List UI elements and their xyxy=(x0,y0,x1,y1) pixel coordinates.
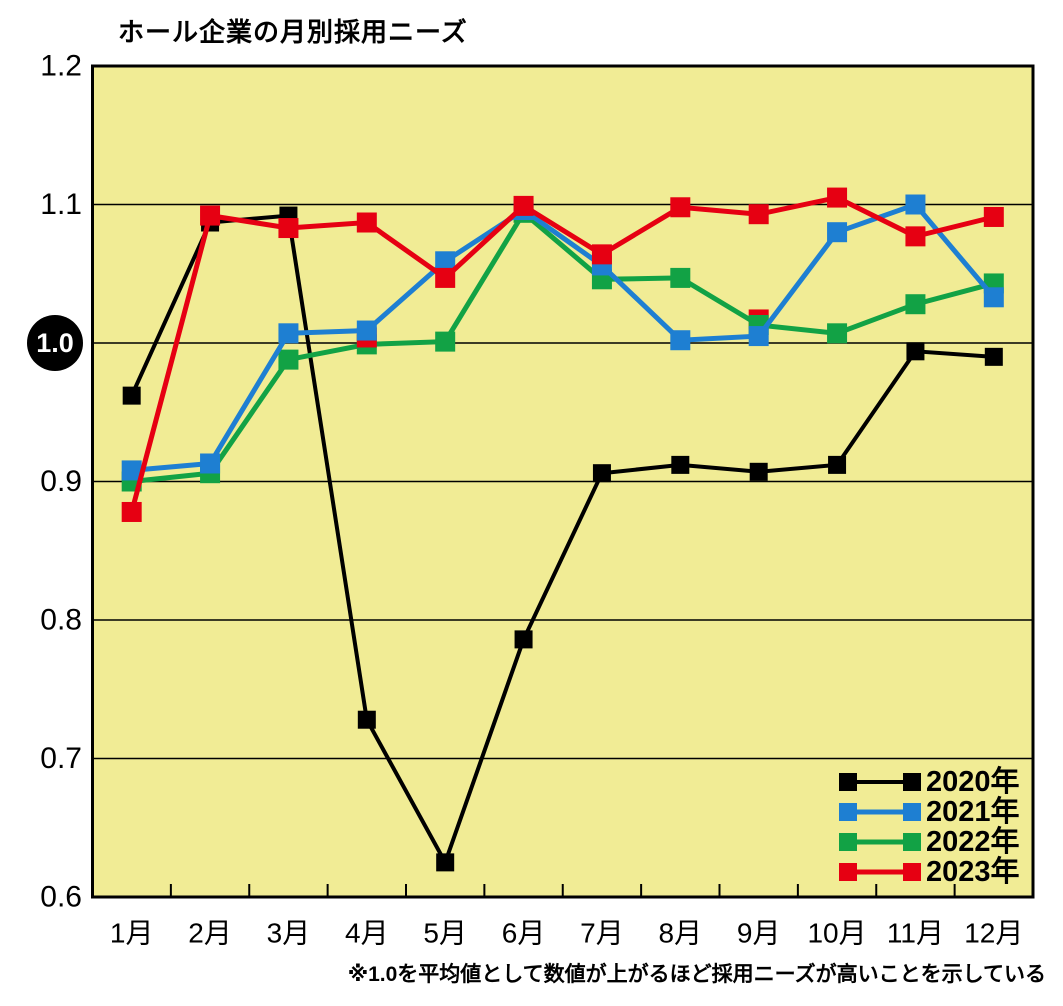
x-axis-label-8月: 8月 xyxy=(659,918,703,949)
data-point-2022年-3月 xyxy=(278,349,299,370)
data-point-2023年-2月 xyxy=(200,205,221,226)
y-axis-label: 1.2 xyxy=(40,50,82,83)
series-line-2022年 xyxy=(131,208,995,484)
x-axis-label-5月: 5月 xyxy=(423,918,467,949)
y-axis-label: 0.8 xyxy=(40,604,82,637)
y-axis-label: 1.1 xyxy=(40,188,82,221)
chart-title: ホール企業の月別採用ニーズ xyxy=(118,17,468,47)
y-axis-label-highlighted: 1.0 xyxy=(36,328,74,358)
data-point-2022年-11月 xyxy=(905,294,926,315)
data-point-2020年-5月 xyxy=(436,853,455,872)
chart-footnote: ※1.0を平均値として数値が上がるほど採用ニーズが高いことを示している xyxy=(347,963,1046,986)
legend-swatch-2023年 xyxy=(839,863,857,881)
legend-swatch-2021年 xyxy=(839,803,857,821)
x-axis-label-4月: 4月 xyxy=(345,918,389,949)
data-point-2020年-11月 xyxy=(906,342,925,361)
data-point-2023年-5月 xyxy=(435,267,456,288)
data-point-2020年-8月 xyxy=(671,455,690,474)
legend-swatch-2022年 xyxy=(839,833,857,851)
x-axis-label-7月: 7月 xyxy=(580,918,624,949)
data-point-2020年-12月 xyxy=(984,347,1003,366)
data-point-2022年-8月 xyxy=(670,267,691,288)
data-point-2020年-1月 xyxy=(122,386,141,405)
data-point-2023年-10月 xyxy=(827,187,848,208)
data-point-2022年-10月 xyxy=(827,323,848,344)
plot-border xyxy=(91,64,1035,899)
y-axis-label: 0.7 xyxy=(40,742,82,775)
data-point-2023年-12月 xyxy=(983,206,1004,227)
series-line-2021年 xyxy=(131,201,996,473)
legend-swatch-2023年 xyxy=(903,863,921,881)
legend-label-2023年: 2023年 xyxy=(926,854,1020,888)
data-point-2021年-5月 xyxy=(435,251,456,272)
legend-label-2022年: 2022年 xyxy=(926,824,1020,858)
data-point-2020年-6月 xyxy=(514,630,533,649)
data-point-2023年-11月 xyxy=(905,226,926,247)
x-axis-label-11月: 11月 xyxy=(887,918,944,949)
data-point-2021年-4月 xyxy=(356,320,377,341)
x-axis-label-10月: 10月 xyxy=(807,918,866,949)
data-point-2021年-9月 xyxy=(748,326,769,347)
data-point-2023年-3月 xyxy=(278,218,299,239)
data-point-2021年-10月 xyxy=(827,222,848,243)
data-point-2023年-8月 xyxy=(670,197,691,218)
data-point-2021年-3月 xyxy=(278,323,299,344)
data-point-2021年-11月 xyxy=(905,194,926,215)
data-point-2021年-12月 xyxy=(983,287,1004,308)
y-axis-label: 0.9 xyxy=(40,465,82,498)
data-point-2020年-7月 xyxy=(592,464,611,483)
series-line-2020年 xyxy=(129,213,994,868)
x-axis-label-12月: 12月 xyxy=(964,918,1023,949)
data-point-2022年-5月 xyxy=(435,331,456,352)
data-point-2023年-1月 xyxy=(121,501,142,522)
y-axis-label: 0.6 xyxy=(40,881,82,914)
data-point-2023年-9月 xyxy=(748,204,769,225)
legend-label-2021年: 2021年 xyxy=(926,794,1020,828)
legend-swatch-2021年 xyxy=(903,803,921,821)
x-axis-label-9月: 9月 xyxy=(737,918,781,949)
legend-swatch-2020年 xyxy=(903,773,921,791)
x-axis-label-2月: 2月 xyxy=(188,918,232,949)
series-line-2023年 xyxy=(129,194,995,513)
legend-swatch-2020年 xyxy=(839,773,857,791)
x-axis-label-1月: 1月 xyxy=(110,918,154,949)
data-point-2021年-2月 xyxy=(200,453,221,474)
y-axis-highlight-circle xyxy=(27,315,83,371)
data-point-2023年-4月 xyxy=(356,212,377,233)
data-point-2020年-9月 xyxy=(749,462,768,481)
data-point-2023年-6月 xyxy=(513,195,534,216)
legend-label-2020年: 2020年 xyxy=(926,764,1020,798)
data-point-2021年-8月 xyxy=(670,330,691,351)
data-point-2020年-10月 xyxy=(828,455,847,474)
data-point-2020年-4月 xyxy=(357,710,376,729)
data-point-2021年-1月 xyxy=(121,460,142,481)
x-axis-label-3月: 3月 xyxy=(267,918,311,949)
legend-swatch-2022年 xyxy=(903,833,921,851)
x-axis-label-6月: 6月 xyxy=(502,918,546,949)
data-point-2023年-7月 xyxy=(591,244,612,265)
